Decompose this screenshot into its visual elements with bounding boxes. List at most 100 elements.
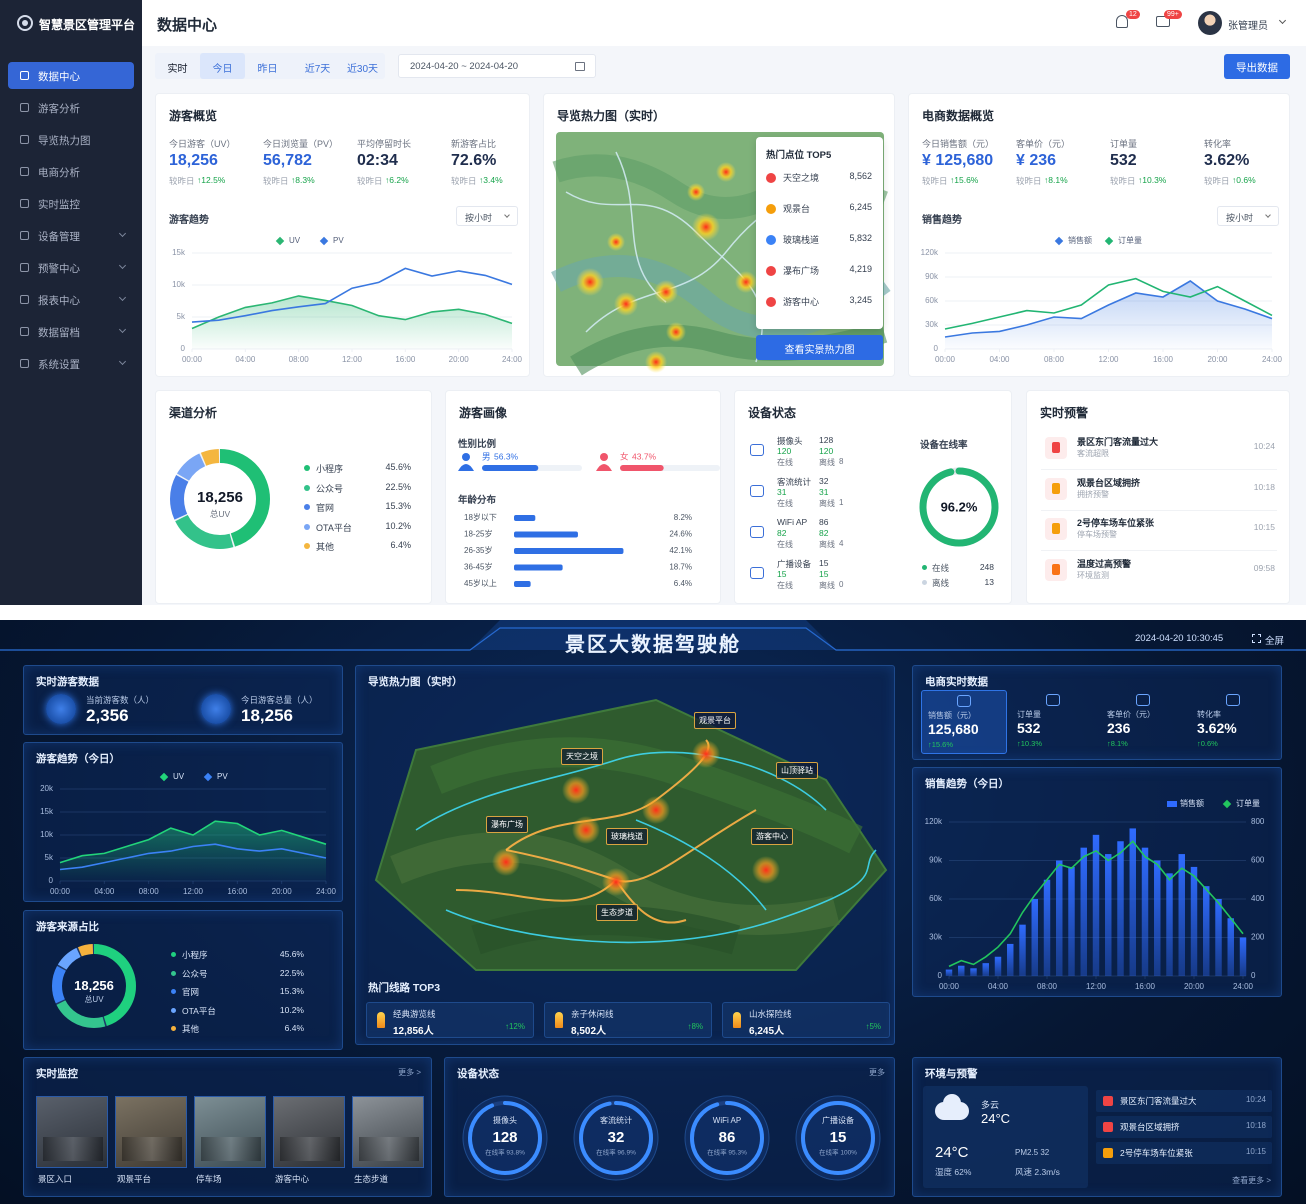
device-online: 15: [819, 569, 829, 579]
menu-item[interactable]: 数据中心: [8, 62, 134, 89]
legend-dot: [304, 484, 310, 491]
menu-item[interactable]: 游客分析: [8, 94, 134, 121]
button-label[interactable]: 导出数据: [1236, 62, 1278, 74]
tab[interactable]: 实时: [155, 53, 200, 79]
fullscreen[interactable]: 全屏: [1265, 636, 1285, 647]
kpi-change: ↑8.1%: [1044, 175, 1068, 185]
y-tick-label: 120k: [921, 248, 939, 257]
camera-thumbnail[interactable]: [352, 1096, 424, 1168]
selector-label[interactable]: 按小时: [465, 213, 493, 223]
category-label: 36-45岁: [464, 562, 492, 572]
donut-chart: [52, 944, 136, 1028]
pm25: PM2.5 32: [1015, 1148, 1050, 1157]
alert-row[interactable]: 景区东门客流量过大 10:24: [1096, 1090, 1272, 1112]
mail-icon[interactable]: [1156, 16, 1170, 27]
more-link[interactable]: 查看更多 >: [1232, 1176, 1271, 1185]
heatmap-button[interactable]: 查看实景热力图: [756, 335, 883, 360]
alert-title[interactable]: 观景台区域拥挤: [1077, 477, 1141, 488]
menu-item[interactable]: 数据留档: [8, 318, 134, 345]
menu-item[interactable]: 系统设置: [8, 350, 134, 377]
x-tick-label: 24:00: [1262, 355, 1283, 364]
alert-icon: [1103, 1148, 1113, 1158]
selector-label[interactable]: 按小时: [1226, 213, 1254, 223]
selector[interactable]: 按小时: [1217, 206, 1279, 226]
calendar-icon: [575, 62, 585, 71]
tab[interactable]: 昨日: [245, 53, 290, 79]
tab[interactable]: 今日: [200, 53, 245, 79]
fullscreen-icon[interactable]: [1252, 634, 1261, 643]
alert-title: 观景台区域拥挤: [1120, 1122, 1180, 1132]
value-label: 6.4%: [390, 540, 411, 550]
panel-title: 电商实时数据: [925, 676, 988, 688]
bar: [1141, 847, 1149, 976]
legend-label: 官网: [182, 987, 200, 997]
x-tick-label: 24:00: [1233, 982, 1254, 991]
kpi-tile: 订单量 532 ↑10.3%: [1011, 690, 1097, 754]
menu-item[interactable]: 实时监控: [8, 190, 134, 217]
heat-spot: [492, 848, 520, 876]
alert-row[interactable]: 2号停车场车位紧张 10:15: [1096, 1142, 1272, 1164]
alert-title[interactable]: 景区东门客流量过大: [1077, 437, 1159, 447]
tab[interactable]: 近30天: [340, 53, 385, 79]
camera-thumbnail[interactable]: [36, 1096, 108, 1168]
x-tick-label: 16:00: [227, 887, 248, 896]
selector[interactable]: 按小时: [456, 206, 518, 226]
more-link[interactable]: 更多 >: [398, 1068, 421, 1077]
gender-label: 男: [482, 451, 491, 461]
more-link[interactable]: 更多: [869, 1068, 885, 1077]
legend-value: 248: [979, 562, 994, 572]
menu-item[interactable]: 电商分析: [8, 158, 134, 185]
logo-dot: [22, 20, 28, 26]
bar: [1031, 899, 1038, 976]
y2-tick-label: 200: [1251, 933, 1265, 942]
online-label: 在线: [777, 499, 793, 508]
card: 导览热力图（实时） 热门点位 TOP5 天空之境 8,562 观景台 6,245 玻璃栈道 5…: [543, 93, 895, 377]
panel: 销售趋势（今日） 0 30k 60k 90k 120k 0 200 400 600 800 00:00…: [912, 767, 1282, 997]
legend-dot: [922, 580, 927, 585]
place-label: 玻璃栈道: [606, 828, 648, 845]
title-frame: [0, 620, 1306, 651]
value-label: 45.6%: [385, 462, 411, 472]
bell-icon[interactable]: [1116, 15, 1128, 28]
panel-title: 游客趋势（今日）: [36, 753, 120, 765]
button-label[interactable]: 查看实景热力图: [784, 345, 855, 356]
camera-thumbnail[interactable]: [194, 1096, 266, 1168]
alert-title[interactable]: 温度过高预警: [1077, 558, 1132, 569]
menu-item[interactable]: 预警中心: [8, 254, 134, 281]
user-name[interactable]: 张管理员: [1228, 21, 1268, 32]
x-tick-label: 04:00: [988, 982, 1009, 991]
card-title: 电商数据概览: [922, 109, 995, 123]
kpi-icon: [1046, 694, 1060, 706]
avatar[interactable]: [1198, 11, 1222, 35]
kpi-change: ↑12.5%: [197, 175, 226, 185]
category-label: 45岁以上: [464, 578, 497, 588]
camera-thumbnail[interactable]: [115, 1096, 187, 1168]
export-button[interactable]: 导出数据: [1224, 54, 1290, 79]
y-tick-label: 5k: [177, 312, 186, 321]
legend-marker: [159, 772, 169, 782]
kpi-change: ↑10.3%: [1017, 739, 1043, 748]
legend-label: UV: [289, 236, 301, 245]
place-count: 8,562: [849, 171, 872, 181]
heat-spot: [642, 796, 670, 824]
line: [944, 280, 1273, 338]
card: 游客画像 性别比例男 56.3% 女 43.7% 年龄分布 18岁以下 8.2% 18-25岁 2…: [445, 390, 721, 604]
gauge-name: 广播设备: [822, 1115, 854, 1125]
alert-row[interactable]: 观景台区域拥挤 10:18: [1096, 1116, 1272, 1138]
menu-label: 导览热力图: [38, 135, 91, 147]
rank-dot: [766, 173, 776, 183]
alert-icon: [1103, 1096, 1113, 1106]
tab[interactable]: 近7天: [295, 53, 340, 79]
menu-item[interactable]: 报表中心: [8, 286, 134, 313]
alert-title[interactable]: 2号停车场车位紧张: [1077, 518, 1155, 528]
value-label: 22.5%: [385, 481, 411, 492]
camera-thumbnail[interactable]: [273, 1096, 345, 1168]
date-range[interactable]: 2024-04-20 ~ 2024-04-20: [398, 54, 596, 78]
menu-item[interactable]: 导览热力图: [8, 126, 134, 153]
legend-label: UV: [173, 772, 185, 781]
menu-item[interactable]: 设备管理: [8, 222, 134, 249]
place-label: 天空之境: [561, 748, 603, 765]
card: 游客概览 今日游客（UV） 18,256 较昨日 ↑12.5% 今日浏览量（PV） 56,7…: [155, 93, 530, 377]
kpi-tile: 销售额（元） 125,680 ↑15.6%: [921, 690, 1007, 754]
place-count: 3,245: [849, 295, 872, 305]
